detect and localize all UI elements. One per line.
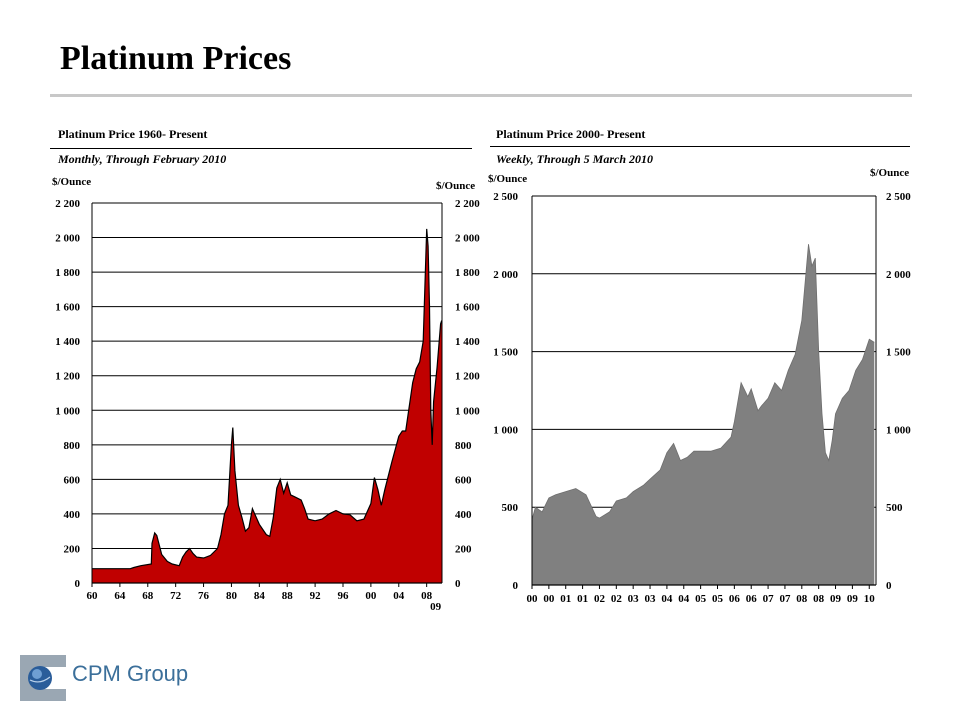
y-tick-label-left: 0 xyxy=(513,580,519,592)
y-tick-label-left: 1 000 xyxy=(55,405,80,417)
y-tick-label-left: 1 800 xyxy=(55,267,80,279)
right-chart-divider xyxy=(490,146,910,147)
x-tick-label: 01 xyxy=(577,593,588,605)
x-tick-label: 05 xyxy=(712,593,724,605)
y-tick-label-left: 1 500 xyxy=(493,347,518,359)
x-tick-label: 00 xyxy=(527,593,539,605)
y-tick-label-left: 200 xyxy=(64,543,81,555)
x-tick-label: 06 xyxy=(729,593,741,605)
y-tick-label-left: 1 200 xyxy=(55,371,80,383)
x-tick-label: 05 xyxy=(695,593,707,605)
y-tick-label-right: 1 000 xyxy=(886,424,911,436)
x-tick-label: 07 xyxy=(763,593,775,605)
x-tick-label: 03 xyxy=(645,593,657,605)
x-tick-label: 76 xyxy=(198,590,210,602)
y-tick-label-right: 0 xyxy=(886,580,892,592)
left-chart-subtitle: Monthly, Through February 2010 xyxy=(58,152,227,166)
y-tick-label-left: 1 400 xyxy=(55,336,80,348)
y-tick-label-right: 2 500 xyxy=(886,191,911,203)
x-tick-label: 96 xyxy=(337,590,349,602)
title-divider xyxy=(50,94,912,97)
y-tick-label-right: 1 400 xyxy=(455,336,480,348)
y-tick-label-right: 1 600 xyxy=(455,302,480,314)
y-tick-label-right: 500 xyxy=(886,502,903,514)
x-tick-label: 00 xyxy=(365,590,377,602)
price-line xyxy=(92,228,443,570)
x-tick-label: 88 xyxy=(282,590,294,602)
x-tick-label: 10 xyxy=(864,593,876,605)
y-tick-label-right: 200 xyxy=(455,543,472,555)
y-tick-label-left: 1 000 xyxy=(493,424,518,436)
right-chart-ylabel-right: $/Ounce xyxy=(870,167,910,179)
y-tick-label-right: 0 xyxy=(455,578,461,590)
x-tick-label: 04 xyxy=(661,593,673,605)
right-chart-subtitle: Weekly, Through 5 March 2010 xyxy=(496,152,654,166)
x-tick-label: 09 xyxy=(847,593,859,605)
logo-globe-icon xyxy=(20,655,66,701)
x-tick-label: 92 xyxy=(310,590,322,602)
left-chart-ylabel-right: $/Ounce xyxy=(436,180,476,192)
company-logo: CPM Group xyxy=(20,655,200,703)
y-tick-label-left: 600 xyxy=(64,474,81,486)
x-tick-label: 02 xyxy=(594,593,606,605)
y-tick-label-right: 400 xyxy=(455,509,472,521)
y-tick-label-left: 400 xyxy=(64,509,81,521)
page-title: Platinum Prices xyxy=(60,40,292,77)
y-tick-label-left: 500 xyxy=(502,502,519,514)
y-tick-label-left: 0 xyxy=(75,578,81,590)
y-tick-label-left: 1 600 xyxy=(55,302,80,314)
y-tick-label-right: 2 200 xyxy=(455,198,480,210)
y-tick-label-right: 2 000 xyxy=(455,233,480,245)
y-tick-label-left: 2 200 xyxy=(55,198,80,210)
x-tick-label: 04 xyxy=(393,590,405,602)
x-tick-label: 03 xyxy=(628,593,640,605)
x-tick-label-extra: 09 xyxy=(430,601,442,613)
y-tick-label-left: 800 xyxy=(64,440,81,452)
price-line xyxy=(531,244,875,520)
x-tick-label: 08 xyxy=(421,590,433,602)
right-chart-title: Platinum Price 2000- Present xyxy=(496,127,646,141)
x-tick-label: 02 xyxy=(611,593,623,605)
x-tick-label: 06 xyxy=(746,593,758,605)
y-tick-label-right: 1 500 xyxy=(886,347,911,359)
right-chart-ylabel-left: $/Ounce xyxy=(488,173,528,185)
left-chart-ylabel-left: $/Ounce xyxy=(52,176,92,188)
y-tick-label-right: 2 000 xyxy=(886,269,911,281)
x-tick-label: 04 xyxy=(678,593,690,605)
x-tick-label: 60 xyxy=(87,590,99,602)
x-tick-label: 00 xyxy=(543,593,555,605)
price-area xyxy=(92,228,442,583)
x-tick-label: 01 xyxy=(560,593,571,605)
x-tick-label: 68 xyxy=(142,590,154,602)
price-area xyxy=(532,244,875,585)
y-tick-label-right: 1 000 xyxy=(455,405,480,417)
x-tick-label: 09 xyxy=(830,593,842,605)
x-tick-label: 64 xyxy=(114,590,126,602)
x-tick-label: 07 xyxy=(779,593,791,605)
y-tick-label-right: 1 200 xyxy=(455,371,480,383)
y-tick-label-left: 2 000 xyxy=(55,233,80,245)
y-tick-label-left: 2 000 xyxy=(493,269,518,281)
y-tick-label-right: 600 xyxy=(455,474,472,486)
x-tick-label: 80 xyxy=(226,590,238,602)
x-tick-label: 72 xyxy=(170,590,182,602)
left-chart-title: Platinum Price 1960- Present xyxy=(58,127,208,141)
y-tick-label-right: 800 xyxy=(455,440,472,452)
left-chart-divider xyxy=(50,148,472,149)
x-tick-label: 84 xyxy=(254,590,266,602)
company-name: CPM Group xyxy=(72,661,189,686)
x-tick-label: 08 xyxy=(796,593,808,605)
x-tick-label: 08 xyxy=(813,593,825,605)
y-tick-label-right: 1 800 xyxy=(455,267,480,279)
y-tick-label-left: 2 500 xyxy=(493,191,518,203)
